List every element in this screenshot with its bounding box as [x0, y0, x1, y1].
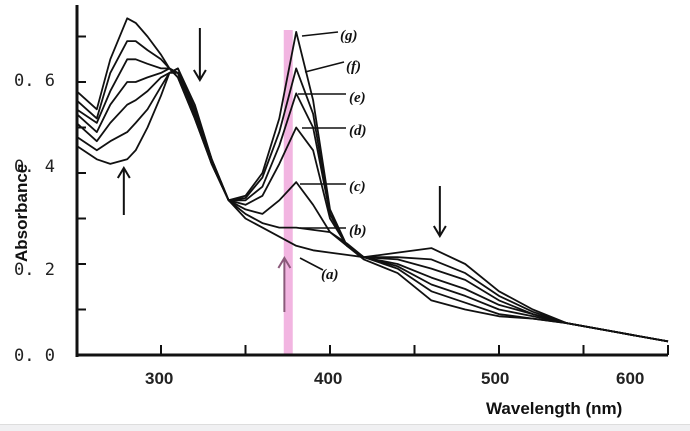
- trend-arrows: [116, 28, 447, 312]
- bottom-strip: [0, 424, 690, 431]
- y-tick-label: 0. 0: [14, 346, 55, 366]
- arrowhead-icon: [277, 256, 292, 269]
- spectrum-curve-d: [75, 67, 669, 343]
- spectrum-curve-c: [75, 72, 669, 343]
- spectrum-curve-f: [75, 40, 669, 343]
- y-ticks: [77, 35, 86, 311]
- leader-line: [304, 61, 345, 73]
- curve-label-d: (d): [349, 123, 367, 139]
- leader-line: [299, 257, 324, 271]
- y-tick-label: 0. 6: [14, 71, 55, 91]
- curve-label-b: (b): [349, 223, 367, 239]
- curve-label-g: (g): [340, 28, 358, 44]
- arrowhead-icon: [193, 69, 207, 82]
- x-tick-label: 300: [145, 369, 173, 388]
- spectrum-curve-e: [75, 58, 669, 343]
- curve-label-e: (e): [349, 90, 366, 106]
- arrowhead-icon: [432, 225, 447, 238]
- arrowhead-icon: [116, 166, 131, 179]
- curve-label-a: (a): [321, 267, 339, 283]
- x-ticks: [160, 345, 669, 355]
- spectrum-curve-g: [75, 17, 669, 343]
- curve-label-c: (c): [349, 179, 366, 195]
- spectrum-curve-b: [75, 67, 669, 343]
- y-tick-label: 0. 4: [14, 157, 55, 177]
- spectrum-curve-a: [75, 67, 669, 343]
- x-axis-title: Wavelength (nm): [486, 399, 622, 418]
- curve-label-leaders: [298, 31, 346, 271]
- x-tick-label: 600: [616, 369, 644, 388]
- spectra-curves: [75, 17, 669, 343]
- x-tick-label: 400: [314, 369, 342, 388]
- y-tick-label: 0. 2: [14, 260, 55, 280]
- leader-line: [301, 31, 339, 37]
- highlight-band: [283, 30, 293, 355]
- curve-label-f: (f): [346, 59, 361, 75]
- y-axis-title: Absorbance: [12, 164, 31, 262]
- x-tick-label: 500: [481, 369, 509, 388]
